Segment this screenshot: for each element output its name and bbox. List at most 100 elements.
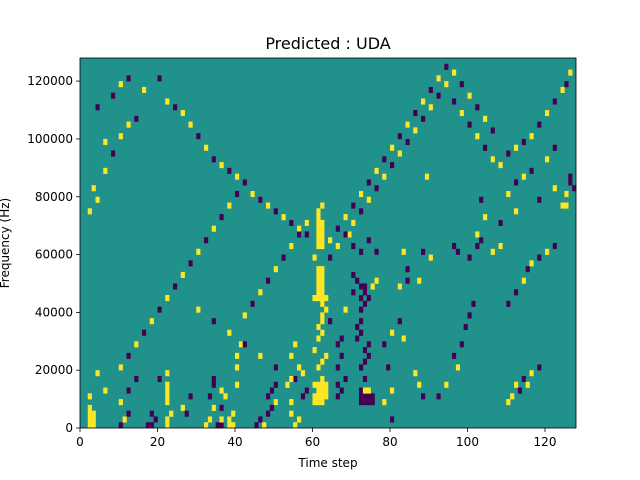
heatmap-cell bbox=[320, 225, 325, 232]
heatmap-cell bbox=[459, 110, 464, 117]
heatmap-cell bbox=[506, 190, 511, 198]
heatmap-cell bbox=[390, 329, 395, 336]
heatmap-cell bbox=[374, 167, 379, 174]
heatmap-cell bbox=[568, 173, 573, 180]
y-tick-label: 80000 bbox=[35, 190, 73, 204]
heatmap-cell bbox=[413, 127, 418, 134]
heatmap-cell bbox=[316, 243, 321, 250]
heatmap-cell bbox=[316, 237, 321, 244]
heatmap-cell bbox=[374, 277, 379, 284]
heatmap-cell bbox=[316, 208, 321, 215]
heatmap-cell bbox=[568, 69, 573, 76]
y-axis: 0 20000 40000 60000 80000 100000 120000 bbox=[27, 74, 80, 435]
heatmap-cell bbox=[320, 219, 325, 226]
heatmap-cell bbox=[273, 399, 278, 406]
heatmap-cell bbox=[498, 243, 503, 250]
heatmap-cell bbox=[87, 422, 92, 429]
heatmap-cell bbox=[269, 404, 275, 411]
heatmap-cell bbox=[219, 214, 224, 221]
heatmap-cell bbox=[235, 173, 240, 180]
heatmap-cell bbox=[343, 231, 348, 238]
heatmap-cell bbox=[227, 422, 232, 429]
heatmap-cell bbox=[417, 381, 422, 388]
heatmap-cell bbox=[521, 375, 526, 383]
heatmap-cell bbox=[103, 387, 108, 394]
heatmap-cell bbox=[91, 416, 96, 423]
heatmap-cell bbox=[413, 370, 418, 377]
heatmap-cell bbox=[165, 399, 170, 406]
heatmap-cell bbox=[479, 237, 484, 244]
heatmap-cell bbox=[521, 277, 526, 284]
heatmap-cell bbox=[149, 318, 154, 325]
heatmap-cell bbox=[196, 306, 201, 313]
heatmap-cell bbox=[339, 387, 344, 394]
x-tick-label: 120 bbox=[534, 435, 557, 449]
heatmap-cell bbox=[390, 144, 395, 151]
heatmap-cell bbox=[401, 248, 406, 255]
x-tick-label: 20 bbox=[150, 435, 165, 449]
heatmap-cell bbox=[227, 167, 232, 174]
heatmap-cell bbox=[351, 289, 356, 296]
heatmap-cell bbox=[324, 387, 329, 394]
heatmap-cell bbox=[204, 422, 209, 429]
heatmap-cell bbox=[165, 393, 170, 400]
heatmap-cell bbox=[359, 393, 364, 400]
heatmap-cell bbox=[405, 277, 410, 284]
heatmap-cell bbox=[312, 254, 317, 261]
heatmap-cell bbox=[134, 115, 139, 122]
heatmap-cell bbox=[413, 110, 418, 117]
heatmap-cell bbox=[211, 375, 216, 383]
heatmap-cell bbox=[517, 387, 523, 394]
heatmap-cell bbox=[366, 196, 371, 203]
heatmap-cell bbox=[545, 156, 550, 163]
heatmap-cell bbox=[173, 283, 178, 290]
heatmap-cell bbox=[343, 306, 348, 313]
heatmap-cell bbox=[111, 150, 116, 157]
heatmap-cell bbox=[506, 300, 511, 307]
heatmap-cell bbox=[316, 231, 321, 238]
heatmap-cell bbox=[320, 358, 325, 365]
heatmap-cell bbox=[316, 381, 321, 388]
heatmap-cell bbox=[211, 318, 216, 325]
heatmap-cell bbox=[184, 410, 189, 417]
heatmap-cell bbox=[362, 399, 368, 406]
heatmap-cell bbox=[359, 295, 364, 302]
heatmap-cell bbox=[149, 422, 154, 429]
heatmap-cell bbox=[153, 416, 158, 423]
heatmap-cell bbox=[355, 335, 360, 342]
heatmap-cell bbox=[320, 202, 325, 209]
heatmap-cell bbox=[95, 196, 100, 203]
heatmap-cell bbox=[521, 173, 526, 180]
heatmap-cell bbox=[304, 219, 309, 226]
heatmap-cell bbox=[188, 260, 193, 267]
heatmap-cell bbox=[514, 381, 519, 388]
heatmap-cell bbox=[339, 352, 344, 359]
y-tick-label: 0 bbox=[65, 421, 73, 435]
heatmap-cell bbox=[227, 202, 232, 209]
heatmap-cell bbox=[118, 364, 123, 371]
heatmap-cell bbox=[188, 393, 193, 400]
heatmap-cell bbox=[95, 370, 100, 377]
heatmap-cell bbox=[366, 237, 371, 244]
heatmap-cell bbox=[498, 219, 503, 226]
heatmap-cell bbox=[324, 381, 329, 388]
heatmap-cell bbox=[359, 306, 364, 313]
heatmap-cell bbox=[529, 167, 534, 174]
heatmap-cell bbox=[455, 248, 461, 255]
heatmap-cell bbox=[552, 98, 557, 105]
heatmap-cell bbox=[359, 248, 364, 255]
heatmap-cell bbox=[362, 283, 368, 290]
heatmap-cell bbox=[483, 115, 488, 122]
heatmap-cell bbox=[250, 300, 255, 307]
heatmap-cell bbox=[483, 214, 488, 221]
heatmap-cell bbox=[397, 150, 402, 157]
heatmap-cell bbox=[118, 399, 123, 406]
heatmap-cell bbox=[320, 289, 325, 296]
heatmap-cell bbox=[316, 271, 321, 278]
heatmap-cell bbox=[537, 196, 542, 203]
heatmap-cell bbox=[293, 341, 298, 348]
heatmap-cell bbox=[475, 243, 480, 250]
y-tick-label: 60000 bbox=[35, 248, 73, 262]
heatmap-cell bbox=[359, 190, 364, 198]
heatmap-cell bbox=[134, 341, 139, 348]
